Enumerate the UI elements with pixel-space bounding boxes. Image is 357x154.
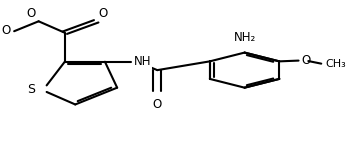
Text: O: O <box>98 7 107 20</box>
Text: CH₃: CH₃ <box>326 59 347 69</box>
Text: O: O <box>153 98 162 111</box>
Text: O: O <box>26 7 36 20</box>
Text: NH₂: NH₂ <box>233 31 256 44</box>
Text: O: O <box>1 24 11 37</box>
Text: S: S <box>27 83 36 96</box>
Text: O: O <box>301 54 311 67</box>
Text: NH: NH <box>134 55 151 68</box>
